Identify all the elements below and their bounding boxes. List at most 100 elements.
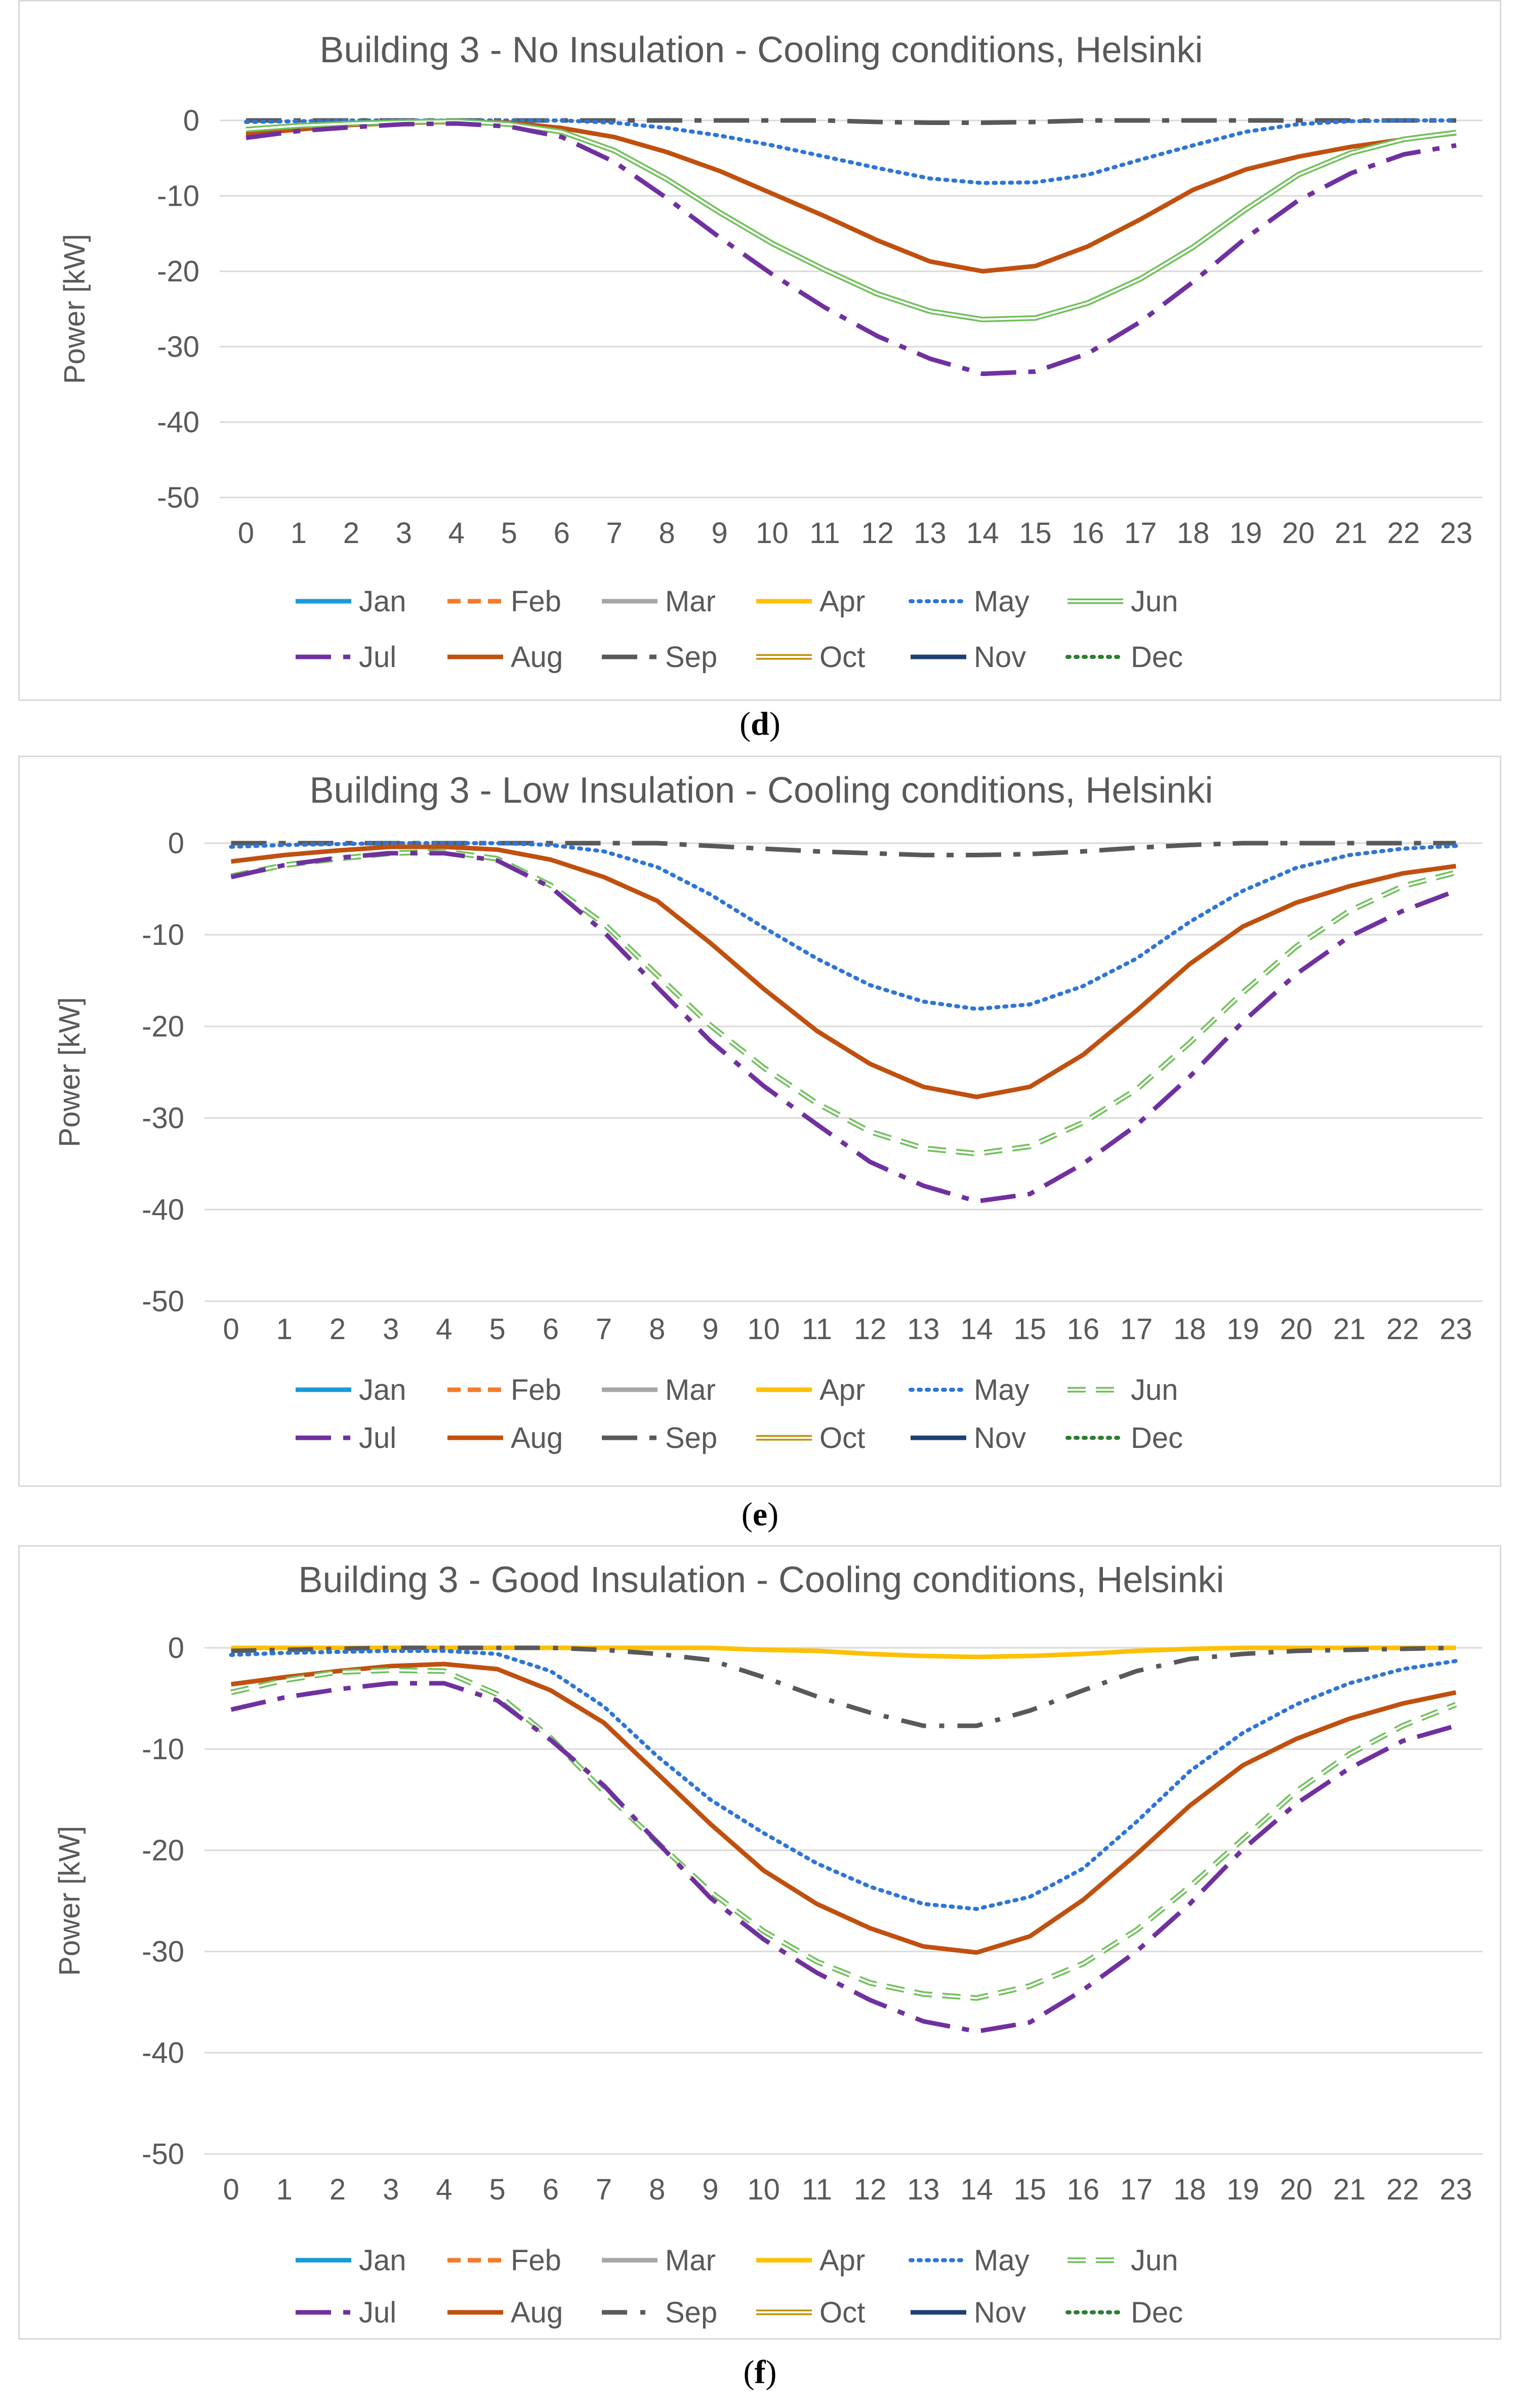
data-point-may — [923, 1903, 924, 1905]
legend-item-may: May — [909, 2244, 1030, 2277]
x-tick-label: 10 — [756, 517, 789, 550]
series-sep — [231, 1645, 1456, 1728]
legend-label: May — [974, 2244, 1030, 2277]
x-tick-label: 18 — [1173, 1313, 1206, 1346]
x-tick-label: 4 — [448, 517, 465, 550]
legend-label: Nov — [974, 2296, 1026, 2329]
x-tick-label: 19 — [1226, 1313, 1259, 1346]
caption-f: (f) — [0, 2353, 1520, 2392]
legend-item-jan: Jan — [296, 585, 406, 618]
chart-title: Building 3 - No Insulation - Cooling con… — [320, 30, 1203, 70]
x-tick-label: 16 — [1067, 2173, 1100, 2206]
data-point-jun — [603, 1791, 605, 1793]
data-point-jul — [603, 931, 605, 933]
legend-item-dec: Dec — [1065, 2296, 1183, 2329]
legend-item-dec: Dec — [1065, 641, 1183, 674]
legend-label: Feb — [511, 2244, 561, 2277]
x-tick-label: 22 — [1386, 2173, 1419, 2206]
x-tick-label: 17 — [1120, 1313, 1153, 1346]
x-tick-label: 0 — [223, 1313, 239, 1346]
legend-label: Nov — [974, 641, 1026, 674]
legend-item-may: May — [909, 1374, 1030, 1406]
y-tick-label: -20 — [157, 255, 199, 288]
series-line-jun — [245, 118, 1457, 322]
x-tick-label: 21 — [1333, 2173, 1366, 2206]
data-point-jun — [923, 1147, 924, 1149]
chart-panel-f: Building 3 - Good Insulation - Cooling c… — [18, 1545, 1501, 2340]
x-tick-label: 5 — [489, 1313, 506, 1346]
data-point-sep — [870, 852, 871, 854]
x-tick-label: 2 — [330, 2173, 346, 2206]
series-line-jul — [230, 851, 1457, 1204]
y-tick-label: -10 — [142, 919, 184, 951]
legend-label: Aug — [511, 2296, 563, 2329]
x-tick-label: 20 — [1282, 517, 1315, 550]
chart-title: Building 3 - Good Insulation - Cooling c… — [298, 1560, 1224, 1600]
legend-label: Aug — [511, 1422, 563, 1455]
legend-item-mar: Mar — [602, 585, 716, 618]
y-tick-label: -10 — [157, 180, 199, 213]
x-tick-label: 1 — [291, 517, 307, 550]
legend-label: Oct — [819, 641, 865, 674]
x-tick-label: 1 — [276, 2173, 293, 2206]
x-tick-label: 21 — [1335, 517, 1368, 550]
data-point-jun — [976, 1153, 977, 1154]
data-point-jul — [337, 1689, 339, 1690]
x-tick-label: 8 — [659, 517, 675, 550]
y-tick-label: -50 — [142, 2138, 184, 2171]
x-tick-label: 7 — [596, 1313, 612, 1346]
data-point-jul — [613, 161, 615, 162]
y-tick-label: -40 — [142, 1193, 184, 1226]
legend-item-jan: Jan — [296, 1374, 406, 1406]
data-point-jun — [390, 1670, 392, 1671]
legend-label: Oct — [819, 1422, 865, 1455]
x-tick-label: 11 — [809, 517, 840, 550]
y-tick-label: 0 — [168, 827, 184, 860]
x-tick-label: 20 — [1280, 2173, 1313, 2206]
x-tick-label: 23 — [1440, 2173, 1472, 2206]
legend-item-oct: Oct — [756, 641, 865, 674]
data-point-jun — [870, 1131, 871, 1133]
data-point-jun — [1082, 1122, 1084, 1124]
legend-label: Apr — [819, 585, 865, 618]
x-tick-label: 3 — [396, 517, 412, 550]
x-tick-label: 13 — [914, 517, 947, 550]
y-tick-label: -50 — [157, 481, 199, 514]
legend-item-jun: Jun — [1067, 585, 1178, 618]
legend-item-may: May — [909, 585, 1030, 618]
legend-item-jul: Jul — [296, 641, 396, 674]
chart-panel-d: Building 3 - No Insulation - Cooling con… — [18, 0, 1501, 701]
legend-item-jul: Jul — [296, 1422, 396, 1455]
legend-label: Aug — [511, 641, 563, 674]
data-point-jul — [1455, 1725, 1457, 1727]
y-axis-label: Power [kW] — [53, 997, 86, 1147]
data-point-sep — [1029, 853, 1031, 855]
x-tick-label: 11 — [802, 2173, 832, 2206]
legend-item-aug: Aug — [447, 2296, 563, 2329]
legend-label: May — [974, 1374, 1030, 1406]
legend-item-nov: Nov — [911, 1422, 1026, 1455]
x-tick-label: 10 — [747, 1313, 780, 1346]
legend-item-nov: Nov — [911, 641, 1026, 674]
x-tick-label: 1 — [276, 1313, 293, 1346]
legend-label: Jan — [359, 585, 406, 618]
y-tick-label: -30 — [142, 1102, 184, 1135]
data-point-jul — [719, 236, 720, 238]
x-tick-label: 23 — [1440, 1313, 1472, 1346]
legend-label: Feb — [511, 1374, 561, 1406]
legend-item-jul: Jul — [296, 2296, 396, 2329]
data-point-jul — [1140, 321, 1141, 322]
series-line-aug — [231, 844, 1457, 1099]
legend-item-jun: Jun — [1067, 1374, 1178, 1406]
x-tick-label: 6 — [554, 517, 570, 550]
x-tick-label: 3 — [383, 1313, 399, 1346]
x-tick-label: 6 — [543, 1313, 559, 1346]
legend-item-apr: Apr — [756, 585, 865, 618]
chart-title: Building 3 - Low Insulation - Cooling co… — [310, 770, 1213, 811]
data-point-jun — [283, 1680, 285, 1681]
legend-label: Jun — [1131, 2244, 1178, 2277]
data-point-jul — [1136, 1125, 1137, 1126]
data-point-jun — [337, 858, 339, 859]
y-axis-label: Power [kW] — [58, 234, 91, 384]
data-point-jul — [976, 1200, 977, 1202]
